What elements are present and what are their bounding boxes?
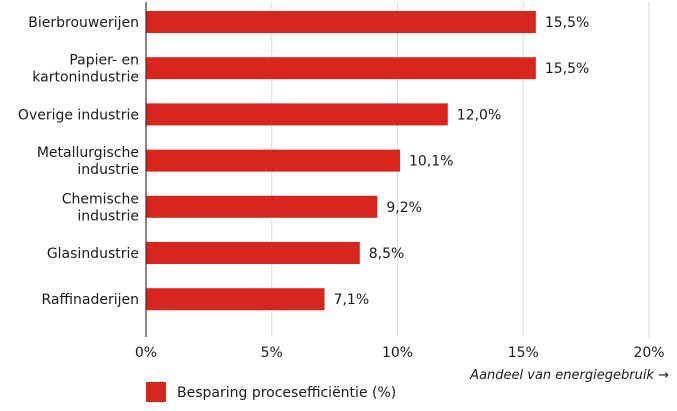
data-label: 8,5% — [369, 246, 405, 262]
data-label: 12,0% — [457, 107, 501, 123]
category-label: kartonindustrie — [32, 70, 139, 86]
bar — [146, 149, 401, 172]
bar — [146, 11, 536, 33]
bar — [146, 195, 378, 218]
legend-label: Besparing procesefficiëntie (%) — [177, 385, 396, 401]
category-label: Overige industrie — [18, 107, 139, 123]
category-label: Bierbrouwerijen — [28, 15, 139, 31]
bars — [146, 11, 536, 311]
data-label: 10,1% — [409, 154, 453, 170]
category-label: Glasindustrie — [47, 246, 139, 262]
x-tick-label: 15% — [508, 345, 539, 361]
labels: 0% 5% 10% 15% 20% 15,5% Bierbrouwerijen 15,5% Pa… — [18, 15, 665, 361]
bar — [146, 103, 448, 126]
category-label: industrie — [77, 162, 139, 178]
bar — [146, 57, 536, 80]
category-label: Papier- en — [69, 53, 139, 69]
category-label: Raffinaderijen — [41, 292, 139, 308]
bar — [146, 242, 360, 264]
x-tick-label: 20% — [633, 345, 664, 361]
category-label: Metallurgische — [37, 145, 139, 161]
x-tick-label: 10% — [382, 345, 413, 361]
legend: Besparing procesefficiëntie (%) — [146, 382, 396, 402]
data-label: 7,1% — [334, 292, 370, 308]
x-tick-label: 0% — [135, 345, 157, 361]
legend-swatch — [146, 382, 166, 402]
data-label: 15,5% — [545, 15, 589, 31]
category-label: Chemische — [62, 191, 139, 207]
bar — [146, 288, 325, 311]
data-label: 15,5% — [545, 61, 589, 77]
data-label: 9,2% — [386, 200, 422, 216]
category-label: industrie — [77, 208, 139, 224]
x-axis-label: Aandeel van energiegebruik → — [469, 368, 669, 383]
x-tick-label: 5% — [261, 345, 283, 361]
